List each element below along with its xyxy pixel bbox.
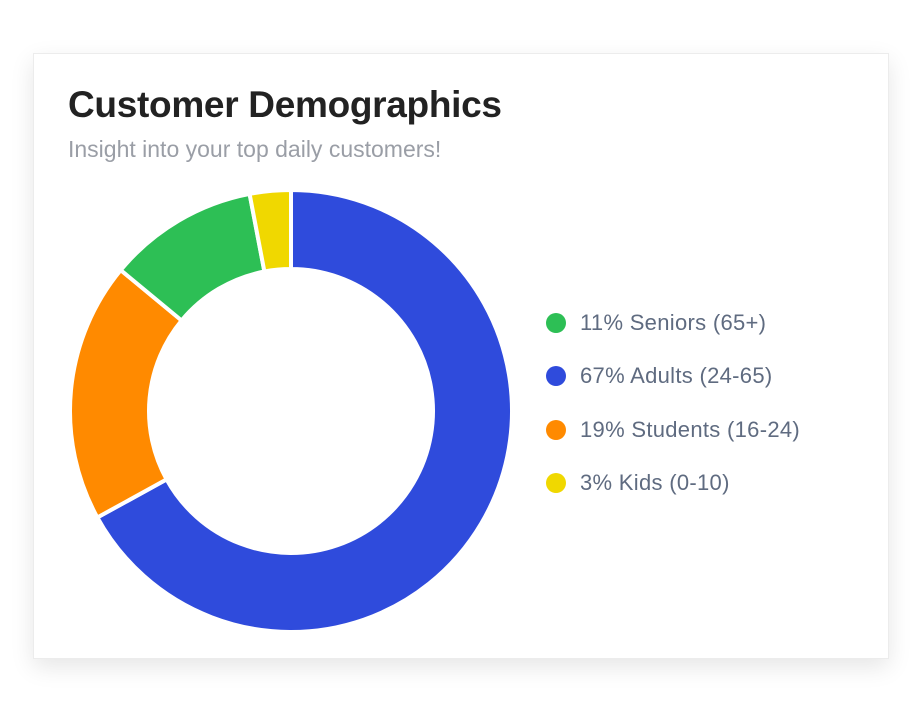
donut-slice-kids [247, 187, 293, 274]
legend: 11% Seniors (65+) 67% Adults (24-65) 19%… [546, 296, 800, 510]
chart-subtitle: Insight into your top daily customers! [68, 136, 442, 162]
legend-label: 19% Students (16-24) [580, 416, 801, 442]
legend-label: 3% Kids (0-10) [580, 470, 730, 496]
legend-label: 11% Seniors (65+) [580, 309, 767, 335]
chart-title: Customer Demographics [68, 84, 502, 125]
donut-chart [68, 187, 514, 634]
legend-dot [546, 312, 566, 333]
legend-item-adults: 67% Adults (24-65) [546, 350, 800, 404]
legend-dot [546, 419, 566, 440]
legend-label: 67% Adults (24-65) [580, 363, 773, 389]
legend-item-kids: 3% Kids (0-10) [546, 457, 800, 511]
legend-dot [546, 366, 566, 387]
legend-item-seniors: 11% Seniors (65+) [546, 296, 800, 350]
donut-slice-adults [94, 187, 514, 634]
legend-dot [546, 473, 566, 494]
legend-item-students: 19% Students (16-24) [546, 403, 800, 457]
demographics-card: Customer Demographics Insight into your … [33, 53, 889, 659]
